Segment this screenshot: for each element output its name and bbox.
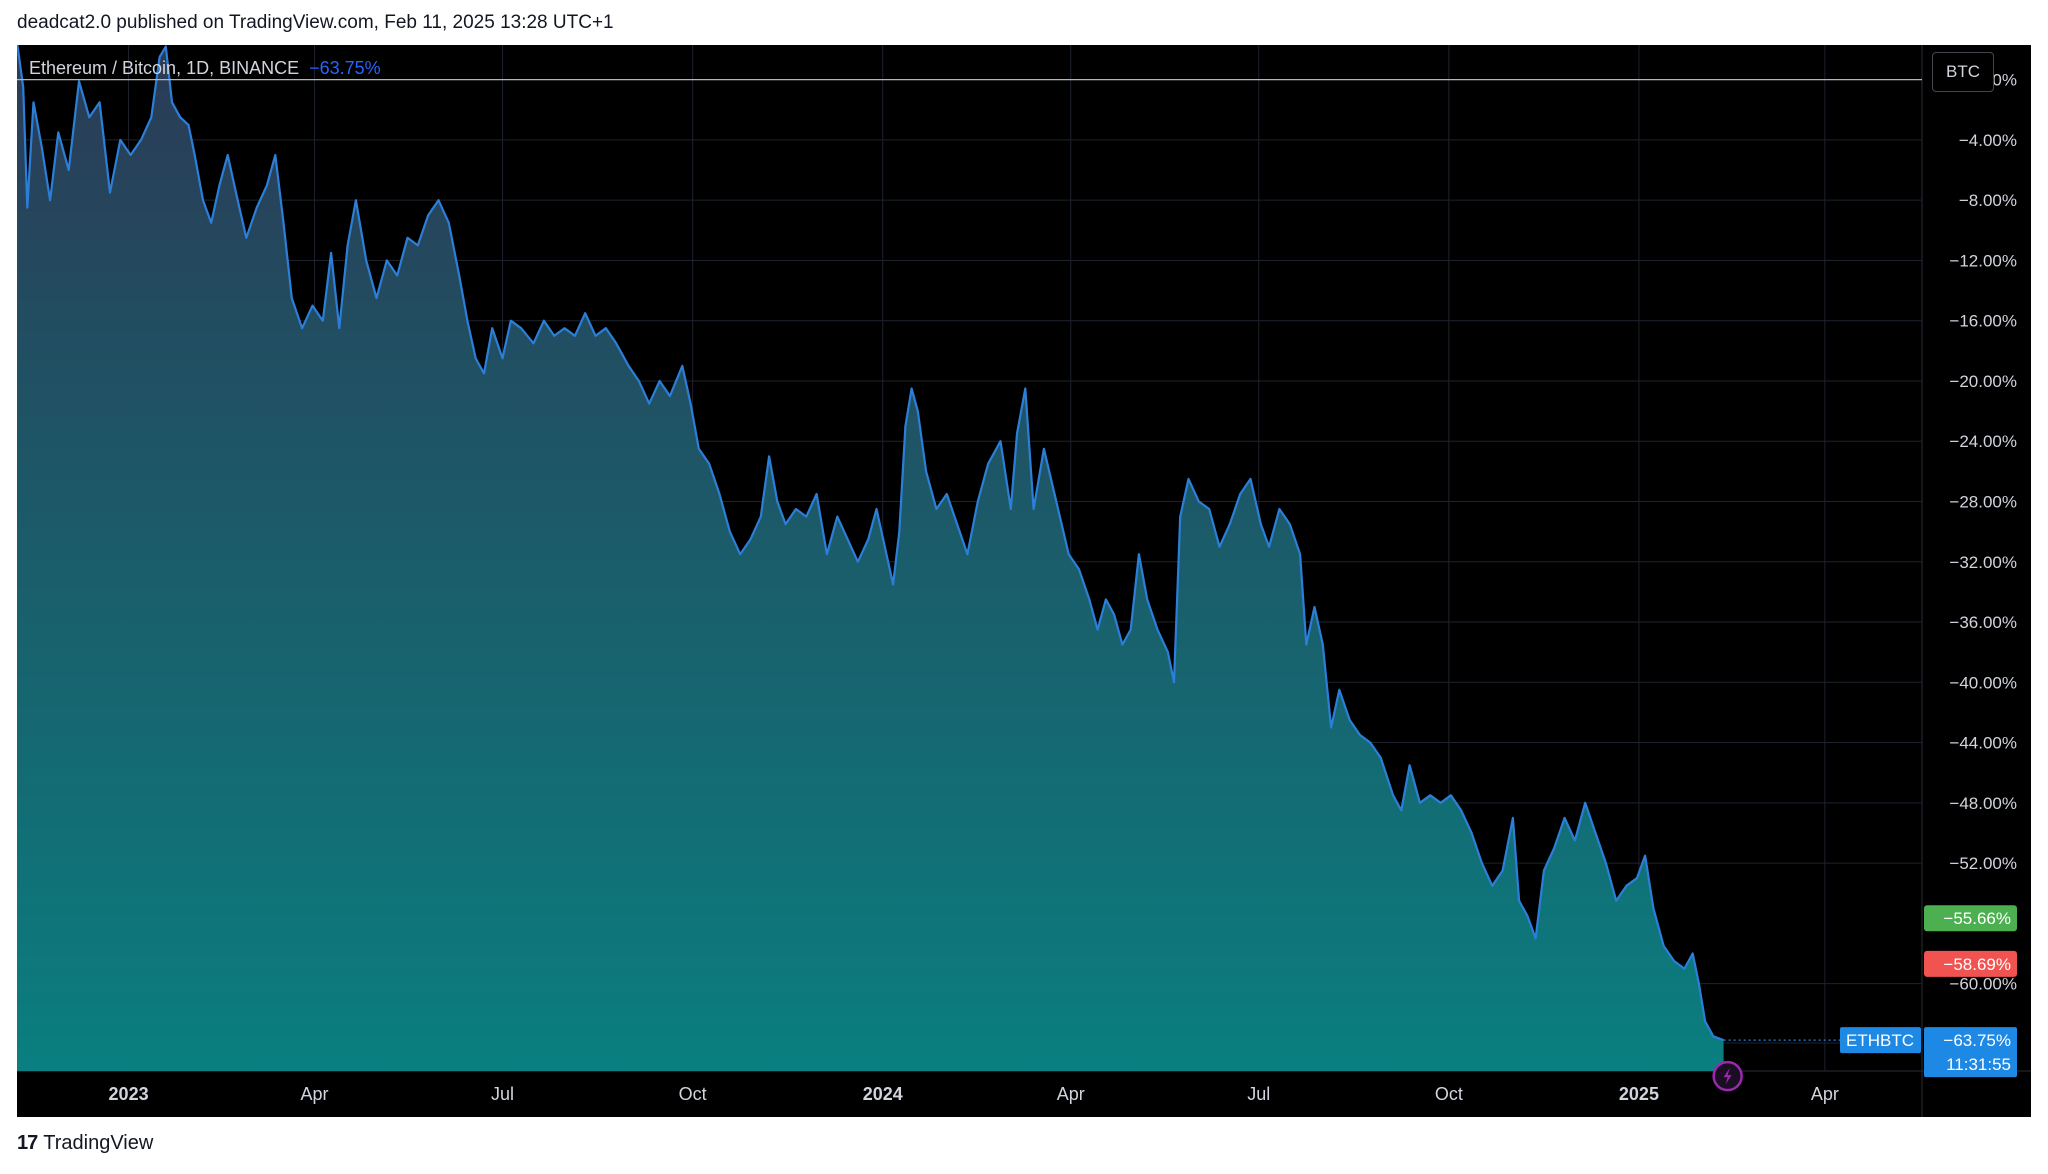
y-tick-label: −40.00% xyxy=(1949,673,2017,692)
y-tick-label: −16.00% xyxy=(1949,312,2017,331)
bar-countdown: 11:31:55 xyxy=(1946,1055,2011,1074)
price-marker-label: −58.69% xyxy=(1943,955,2011,974)
y-tick-label: −20.00% xyxy=(1949,372,2017,391)
x-tick-label: 2024 xyxy=(863,1084,903,1104)
x-tick-label: 2025 xyxy=(1619,1084,1659,1104)
legend-symbol: Ethereum / Bitcoin, 1D, BINANCE xyxy=(29,58,300,78)
y-tick-label: −44.00% xyxy=(1949,734,2017,753)
currency-button[interactable]: BTC xyxy=(1932,52,1994,92)
lightning-glyph xyxy=(1723,1068,1732,1085)
y-tick-label: −52.00% xyxy=(1949,854,2017,873)
y-tick-label: −4.00% xyxy=(1959,131,2017,150)
price-marker-label: −55.66% xyxy=(1943,909,2011,928)
y-tick-label: −60.00% xyxy=(1949,975,2017,994)
publisher-header: deadcat2.0 published on TradingView.com,… xyxy=(17,12,614,33)
x-tick-label: Oct xyxy=(679,1084,707,1104)
legend-change: −63.75% xyxy=(309,58,381,78)
x-tick-label: Jul xyxy=(1247,1084,1270,1104)
x-tick-label: Oct xyxy=(1435,1084,1463,1104)
tradingview-logo-icon: 17 xyxy=(17,1132,38,1154)
symbol-tag xyxy=(1840,1027,1921,1054)
y-tick-label: −8.00% xyxy=(1959,191,2017,210)
y-tick-label: −12.00% xyxy=(1949,251,2017,270)
y-tick-label: −36.00% xyxy=(1949,613,2017,632)
last-price-value: −63.75% xyxy=(1943,1031,2011,1050)
x-tick-label: Jul xyxy=(491,1084,514,1104)
chart-legend: Ethereum / Bitcoin, 1D, BINANCE −63.75% xyxy=(29,58,381,79)
x-tick-label: 2023 xyxy=(109,1084,149,1104)
symbol-tag-label: ETHBTC xyxy=(1846,1031,1914,1050)
x-tick-label: Apr xyxy=(1811,1084,1839,1104)
x-tick-label: Apr xyxy=(1057,1084,1085,1104)
series-area xyxy=(17,45,1724,1071)
y-tick-label: −32.00% xyxy=(1949,553,2017,572)
price-marker-tag xyxy=(1924,950,2017,977)
footer-brand: TradingView xyxy=(43,1132,154,1154)
chart-pane[interactable]: 0.00%−4.00%−8.00%−12.00%−16.00%−20.00%−2… xyxy=(17,45,2031,1117)
price-marker-tag xyxy=(1924,905,2017,932)
chart-svg[interactable]: 0.00%−4.00%−8.00%−12.00%−16.00%−20.00%−2… xyxy=(17,45,2031,1117)
footer: 17 TradingView xyxy=(17,1132,153,1155)
y-tick-label: −24.00% xyxy=(1949,432,2017,451)
y-tick-label: −48.00% xyxy=(1949,794,2017,813)
y-tick-label: −28.00% xyxy=(1949,493,2017,512)
x-tick-label: Apr xyxy=(301,1084,329,1104)
last-price-tag xyxy=(1924,1027,2017,1078)
series-line xyxy=(17,45,1724,1042)
